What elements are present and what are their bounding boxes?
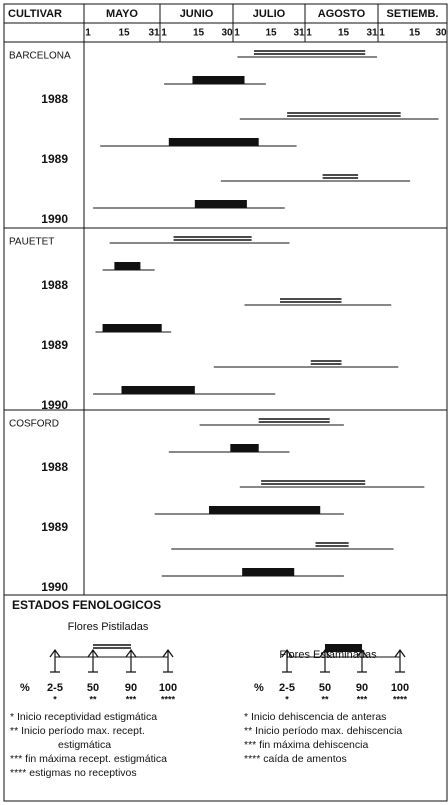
- note: *** fin máxima dehiscencia: [244, 739, 368, 751]
- month-label: JULIO: [253, 8, 286, 20]
- year-label: 1989: [41, 520, 68, 534]
- stage-marker: [125, 648, 137, 673]
- frame: [3, 3, 448, 802]
- stage-label: 2-5: [47, 682, 63, 694]
- stage-stars: *: [53, 694, 57, 704]
- day-label: 15: [338, 28, 350, 39]
- year-label: 1989: [41, 152, 68, 166]
- staminate-peak: [114, 262, 141, 270]
- month-label: SETIEMB.: [387, 8, 439, 20]
- staminate-peak: [121, 386, 195, 394]
- cultivar-name: PAUETET: [9, 237, 54, 248]
- year-label: 1988: [41, 92, 68, 106]
- stage-label: 100: [159, 682, 177, 694]
- stage-stars: ****: [161, 694, 176, 704]
- month-label: AGOSTO: [318, 8, 366, 20]
- year-label: 1988: [41, 278, 68, 292]
- note: estigmática: [58, 739, 111, 751]
- stage-label: 2-5: [279, 682, 295, 694]
- stage-label: 50: [319, 682, 331, 694]
- percent-label: %: [20, 682, 30, 694]
- month-label: JUNIO: [180, 8, 214, 20]
- stage-stars: *: [285, 694, 289, 704]
- day-label: 1: [85, 28, 91, 39]
- day-label: 31: [366, 28, 378, 39]
- stage-label: 90: [356, 682, 368, 694]
- staminate-peak: [102, 324, 162, 332]
- year-label: 1990: [41, 212, 68, 226]
- day-label: 30: [435, 28, 447, 39]
- staminate-peak: [209, 506, 321, 514]
- year-label: 1989: [41, 338, 68, 352]
- staminate-peak: [230, 444, 259, 452]
- stage-marker: [49, 648, 61, 673]
- stage-label: 50: [87, 682, 99, 694]
- header-label: CULTIVAR: [8, 8, 62, 20]
- note: ** Inicio período max. dehiscencia: [244, 725, 402, 737]
- stage-marker: [87, 648, 99, 673]
- legend-title: ESTADOS FENOLOGICOS: [12, 598, 161, 612]
- day-label: 30: [221, 28, 233, 39]
- cultivar-name: BARCELONA: [9, 51, 71, 62]
- staminate-peak: [242, 568, 295, 576]
- day-label: 15: [409, 28, 421, 39]
- stage-label: 100: [391, 682, 409, 694]
- day-label: 1: [161, 28, 167, 39]
- day-label: 1: [306, 28, 312, 39]
- stage-marker: [394, 648, 406, 673]
- year-label: 1990: [41, 580, 68, 594]
- day-label: 31: [148, 28, 160, 39]
- stage-marker: [281, 648, 293, 673]
- month-label: MAYO: [106, 8, 138, 20]
- stage-stars: ***: [126, 694, 137, 704]
- cultivar-name: COSFORD: [9, 419, 59, 430]
- note: *** fin máxima recept. estigmática: [10, 753, 167, 765]
- stage-stars: **: [89, 694, 97, 704]
- legend-subtitle: Flores Pistiladas: [68, 621, 149, 633]
- day-label: 15: [193, 28, 205, 39]
- staminate-peak: [192, 76, 245, 84]
- stage-stars: ****: [393, 694, 408, 704]
- note: **** caída de amentos: [244, 753, 347, 765]
- day-label: 15: [265, 28, 277, 39]
- stage-marker: [162, 648, 174, 673]
- stage-stars: **: [321, 694, 329, 704]
- staminate-peak: [168, 138, 259, 146]
- percent-label: %: [254, 682, 264, 694]
- stage-label: 90: [125, 682, 137, 694]
- day-label: 1: [379, 28, 385, 39]
- stage-stars: ***: [357, 694, 368, 704]
- note: ** Inicio período max. recept.: [10, 725, 145, 737]
- note: * Inicio receptividad estigmática: [10, 711, 157, 723]
- legend-peak: [325, 644, 362, 652]
- note: * Inicio dehiscencia de anteras: [244, 711, 386, 723]
- note: **** estigmas no receptivos: [10, 767, 137, 779]
- year-label: 1988: [41, 460, 68, 474]
- day-label: 1: [234, 28, 240, 39]
- day-label: 31: [293, 28, 305, 39]
- day-label: 15: [118, 28, 130, 39]
- staminate-peak: [194, 200, 247, 208]
- year-label: 1990: [41, 398, 68, 412]
